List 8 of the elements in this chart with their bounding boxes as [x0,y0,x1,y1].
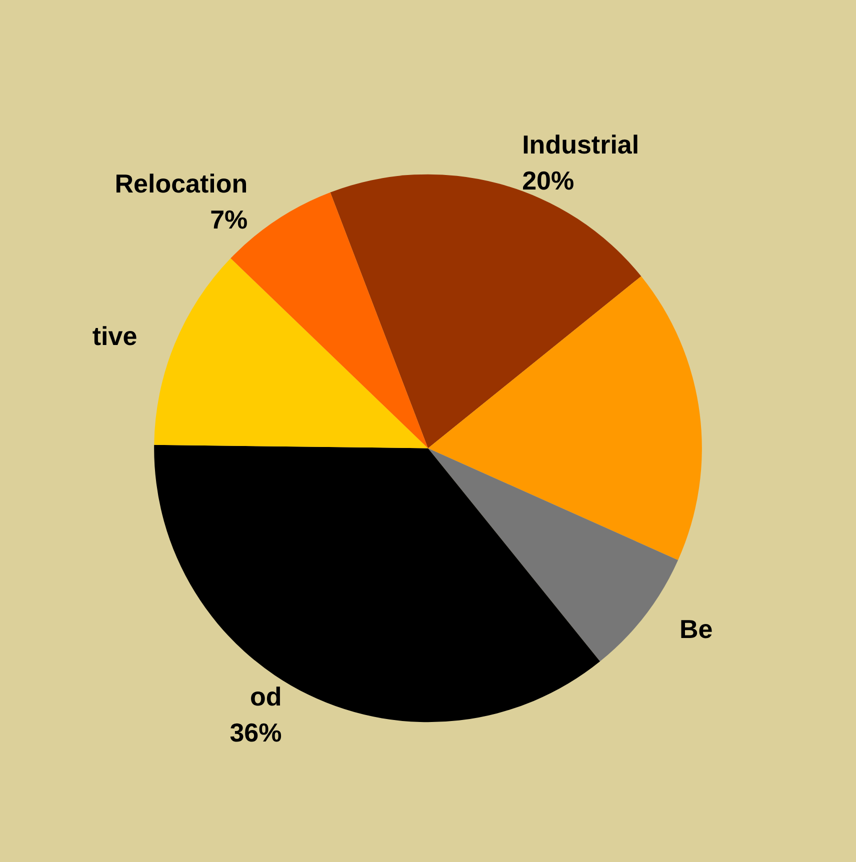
data-label: 20% [522,166,574,196]
slice-label: Be [679,614,713,644]
slice-label: Industrial [522,130,640,160]
slice-label: Relocation [114,168,248,198]
data-label: 36% [230,717,282,748]
slice-label: tive [92,320,138,351]
data-label: 7% [210,204,248,234]
slice-label: od [250,681,282,712]
